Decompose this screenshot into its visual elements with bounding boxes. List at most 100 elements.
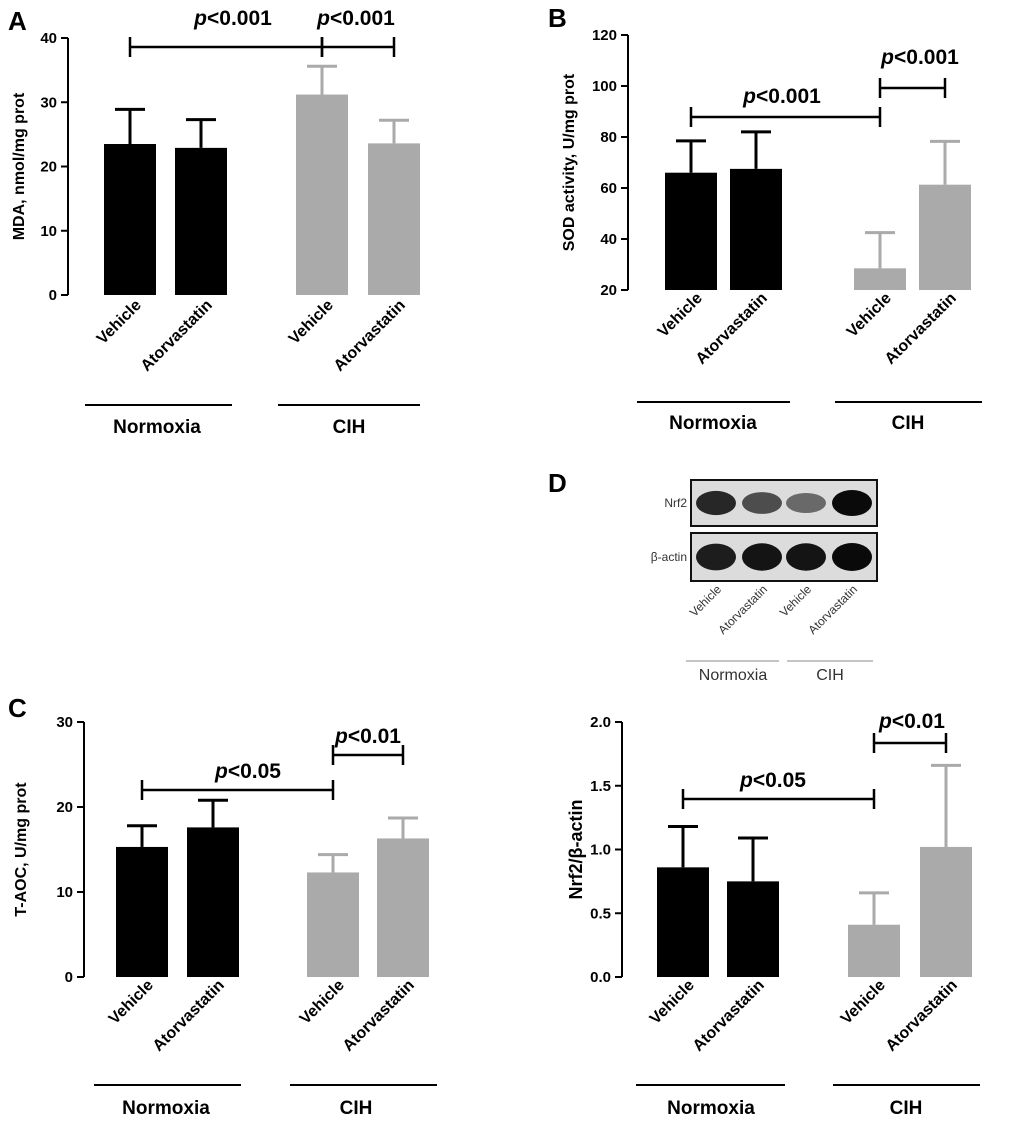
category-label: Vehicle <box>647 977 698 1028</box>
p-symbol: p <box>214 760 228 783</box>
y-tick-label: 0 <box>49 287 57 304</box>
p-symbol: p <box>193 7 207 30</box>
y-tick-label: 10 <box>56 884 73 901</box>
blot-band <box>832 543 872 571</box>
p-value-label: p<0.01 <box>334 725 401 748</box>
y-tick-label: 40 <box>40 30 57 47</box>
group-label: Normoxia <box>113 417 201 438</box>
p-symbol: p <box>880 46 894 69</box>
y-tick-label: 0 <box>65 969 73 986</box>
y-tick-label: 20 <box>56 799 73 816</box>
group-label: CIH <box>340 1098 373 1119</box>
p-threshold: <0.001 <box>330 7 395 30</box>
group-label: Normoxia <box>669 413 757 434</box>
y-tick-label: 80 <box>600 129 617 146</box>
bar <box>920 846 972 977</box>
panel-letter: D <box>548 468 567 498</box>
p-threshold: <0.01 <box>892 710 945 733</box>
group-label: Normoxia <box>667 1098 755 1119</box>
blot-group-label: Normoxia <box>699 667 768 684</box>
p-value-label: p<0.001 <box>742 85 821 108</box>
blot-row-label: β-actin <box>651 550 687 564</box>
blot-band <box>696 490 736 516</box>
category-label: Atorvastatin <box>690 977 768 1055</box>
category-label: Vehicle <box>655 290 706 341</box>
blot-band <box>742 543 782 571</box>
blot-band <box>742 492 782 514</box>
p-value-label: p<0.05 <box>214 760 281 783</box>
bar <box>919 184 971 290</box>
blot-lane-label: Vehicle <box>687 582 724 619</box>
p-threshold: <0.001 <box>207 7 272 30</box>
y-axis-label: Nrf2/β-actin <box>566 799 586 899</box>
bar <box>116 846 168 977</box>
category-label: Atorvastatin <box>150 977 228 1055</box>
bar <box>104 144 156 295</box>
blot-band <box>832 490 872 516</box>
y-tick-label: 10 <box>40 223 57 240</box>
p-value-label: p<0.001 <box>880 46 959 69</box>
p-threshold: <0.01 <box>348 725 401 748</box>
group-label: Normoxia <box>122 1098 210 1119</box>
group-label: CIH <box>333 417 366 438</box>
y-axis-label: T-AOC, U/mg prot <box>13 782 30 917</box>
category-label: Vehicle <box>286 297 337 348</box>
y-tick-label: 1.5 <box>590 778 611 795</box>
p-threshold: <0.001 <box>756 85 821 108</box>
bar <box>657 867 709 977</box>
y-axis-label: SOD activity, U/mg prot <box>561 73 578 251</box>
p-symbol: p <box>742 85 756 108</box>
bar <box>665 172 717 290</box>
group-label: CIH <box>892 413 925 434</box>
y-tick-label: 20 <box>40 159 57 176</box>
p-value-label: p<0.001 <box>316 7 395 30</box>
bar <box>307 872 359 977</box>
p-threshold: <0.001 <box>894 46 959 69</box>
y-tick-label: 0.5 <box>590 905 611 922</box>
category-label: Atorvastatin <box>340 977 418 1055</box>
p-symbol: p <box>878 710 892 733</box>
panel-letter: A <box>8 6 27 36</box>
bar <box>854 268 906 290</box>
blot-lane-label: Atorvastatin <box>805 582 860 637</box>
y-tick-label: 2.0 <box>590 714 611 731</box>
blot-lane-label: Vehicle <box>777 582 814 619</box>
group-label: CIH <box>890 1098 923 1119</box>
y-tick-label: 30 <box>40 94 57 111</box>
y-tick-label: 0.0 <box>590 969 611 986</box>
p-threshold: <0.05 <box>753 769 806 792</box>
panel-letter: B <box>548 3 567 33</box>
p-value-label: p<0.05 <box>739 769 806 792</box>
y-tick-label: 100 <box>592 78 617 95</box>
p-value-label: p<0.01 <box>878 710 945 733</box>
p-threshold: <0.05 <box>228 760 281 783</box>
y-tick-label: 60 <box>600 180 617 197</box>
bar <box>730 168 782 290</box>
blot-lane-label: Atorvastatin <box>715 582 770 637</box>
category-label: Vehicle <box>297 977 348 1028</box>
bar <box>377 838 429 977</box>
category-label: Atorvastatin <box>331 297 409 375</box>
y-axis-label: MDA, nmol/mg prot <box>11 92 28 240</box>
category-label: Vehicle <box>844 290 895 341</box>
y-tick-label: 40 <box>600 231 617 248</box>
blot-row-label: Nrf2 <box>664 496 687 510</box>
category-label: Vehicle <box>838 977 889 1028</box>
y-tick-label: 120 <box>592 27 617 44</box>
bar <box>368 143 420 295</box>
blot-band <box>786 493 826 513</box>
panel-letter: C <box>8 693 27 723</box>
bar <box>187 827 239 977</box>
category-label: Atorvastatin <box>138 297 216 375</box>
chart-panel-b: B 20 40 60 80 100 120 SOD activity, U/mg prot Ve… <box>548 3 982 434</box>
bar <box>175 147 227 295</box>
p-symbol: p <box>739 769 753 792</box>
category-label: Vehicle <box>106 977 157 1028</box>
p-value-label: p<0.001 <box>193 7 272 30</box>
p-symbol: p <box>334 725 348 748</box>
y-tick-label: 1.0 <box>590 842 611 859</box>
blot-band <box>696 543 736 571</box>
category-label: Atorvastatin <box>883 977 961 1055</box>
